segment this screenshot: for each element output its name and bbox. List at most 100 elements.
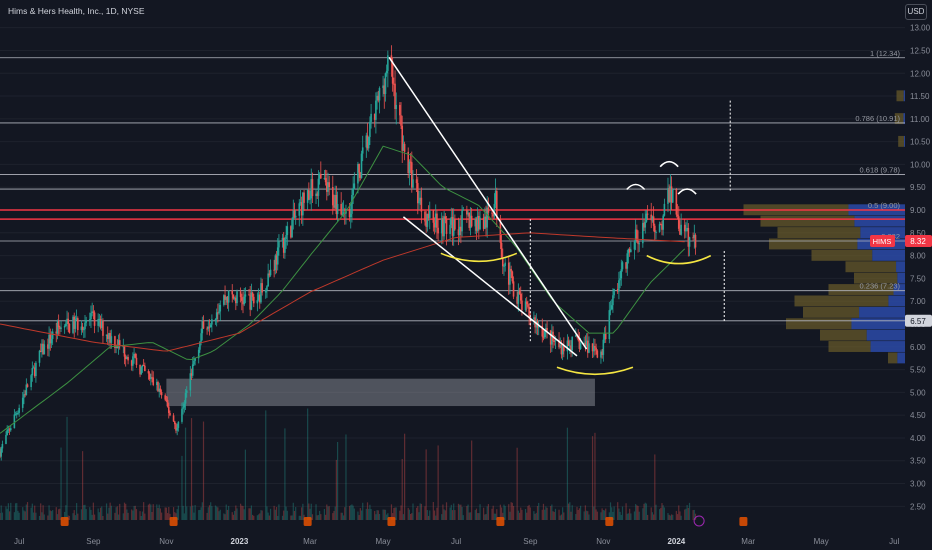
volume-bar xyxy=(0,513,1,520)
candle-body xyxy=(351,194,353,214)
candle-body xyxy=(621,262,624,270)
profile-bar-value xyxy=(897,272,905,284)
volume-bar xyxy=(83,505,85,520)
volume-bar xyxy=(102,515,104,520)
fib-label: 0.618 (9.78) xyxy=(860,165,901,174)
volume-bar xyxy=(253,515,255,520)
gridlines xyxy=(0,27,905,507)
volume-bar xyxy=(115,507,117,520)
candle-body xyxy=(232,294,235,299)
candle-body xyxy=(25,384,28,395)
volume-bar xyxy=(219,509,221,520)
candle-body xyxy=(369,121,371,137)
volume-bar xyxy=(521,509,523,520)
candle-body xyxy=(200,333,202,342)
profile-bar-value xyxy=(859,306,905,318)
volume-bar xyxy=(40,503,42,520)
candle-body xyxy=(584,342,587,346)
symbol-title[interactable]: Hims & Hers Health, Inc., 1D, NYSE xyxy=(8,6,145,16)
candle-body xyxy=(349,213,352,218)
currency-button[interactable]: USD xyxy=(905,4,927,20)
candle-body xyxy=(603,333,606,340)
candle-body xyxy=(197,349,200,359)
candle-body xyxy=(214,319,217,321)
volume-bar xyxy=(374,511,376,520)
volume-bar xyxy=(630,513,632,520)
volume-bar xyxy=(244,449,247,520)
time-tick-label: Jul xyxy=(14,537,24,546)
candle-body xyxy=(569,345,571,347)
candle-body xyxy=(578,340,581,349)
candle-body xyxy=(616,288,619,292)
volume-bar xyxy=(559,515,561,520)
volume-bar xyxy=(370,509,372,520)
volume-bar xyxy=(199,509,201,520)
volume-bar xyxy=(184,427,187,520)
volume-bar xyxy=(202,421,205,520)
candle-body xyxy=(436,213,438,228)
candle-body xyxy=(82,329,85,331)
candle-body xyxy=(218,311,220,314)
volume-bar xyxy=(223,513,225,520)
candle-body xyxy=(156,382,158,385)
volume-bar xyxy=(190,418,193,520)
volume-bar xyxy=(417,506,419,520)
candle-body xyxy=(63,325,66,328)
volume-bar xyxy=(344,507,346,520)
volume-bar xyxy=(685,508,687,520)
volume-bar xyxy=(133,506,135,520)
candle-body xyxy=(21,397,24,408)
candle-body xyxy=(468,212,471,228)
volume-bar xyxy=(633,511,636,520)
volume-bar xyxy=(186,506,188,520)
candle-body xyxy=(686,227,688,230)
volume-bar xyxy=(612,511,614,520)
volume-bar xyxy=(512,505,515,520)
volume-bar xyxy=(217,507,219,520)
candle-body xyxy=(43,344,46,355)
annotations xyxy=(388,56,731,376)
volume-bar xyxy=(249,508,251,520)
candle-body xyxy=(625,262,627,269)
candle-body xyxy=(458,226,461,236)
candle-body xyxy=(460,226,462,232)
volume-bar xyxy=(18,512,20,520)
candle-body xyxy=(5,435,7,444)
profile-bar-value xyxy=(903,135,905,147)
volume-bar xyxy=(578,508,580,520)
candle-body xyxy=(97,318,99,326)
candle-body xyxy=(482,217,485,229)
candle-body xyxy=(14,414,17,416)
volume-bar xyxy=(575,514,577,520)
volume-bar xyxy=(576,506,578,520)
volume-bar xyxy=(520,507,522,520)
volume-bar xyxy=(594,432,596,520)
volume-bar xyxy=(492,505,494,520)
candle-body xyxy=(595,347,597,351)
volume-bar xyxy=(613,506,615,520)
volume-bar xyxy=(644,502,646,520)
candle-body xyxy=(173,421,176,425)
candle-body xyxy=(151,377,153,379)
volume-bar xyxy=(629,508,631,520)
candle-body xyxy=(26,384,29,388)
fib-label: 1 (12.34) xyxy=(870,49,901,58)
candle-body xyxy=(17,412,19,414)
volume-bar xyxy=(99,507,102,520)
candle-body xyxy=(140,367,143,375)
volume-bar xyxy=(510,502,512,520)
candle-body xyxy=(331,187,334,206)
candle-body xyxy=(650,214,653,221)
volume-bar xyxy=(298,515,300,520)
candle-body xyxy=(114,336,116,348)
candle-body xyxy=(687,227,690,247)
candle-body xyxy=(134,353,137,358)
volume-bar xyxy=(225,504,227,520)
volume-bar xyxy=(577,509,579,520)
profile-bar xyxy=(896,90,904,102)
candle-body xyxy=(51,331,54,339)
candle-body xyxy=(443,216,445,237)
volume-bar xyxy=(678,505,680,520)
candle-body xyxy=(24,394,26,396)
